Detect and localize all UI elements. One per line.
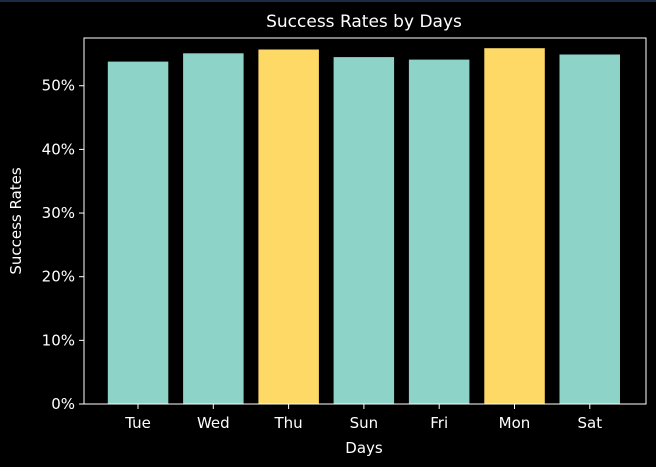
bar-tue bbox=[107, 61, 169, 404]
bar-wed bbox=[183, 53, 244, 405]
y-tick-label: 50% bbox=[42, 77, 75, 95]
y-tick-label: 20% bbox=[42, 268, 75, 286]
plot-frame bbox=[83, 37, 647, 405]
x-axis: Tue Wed Thu Sun Fri Mon Sat bbox=[124, 404, 602, 432]
window-top-border bbox=[0, 0, 656, 2]
y-tick-label: 30% bbox=[42, 204, 75, 222]
x-tick-label: Mon bbox=[499, 414, 531, 432]
y-tick-label: 0% bbox=[51, 395, 75, 413]
y-axis: 0% 10% 20% 30% 40% 50% bbox=[42, 77, 84, 413]
x-tick-label: Thu bbox=[274, 414, 303, 432]
bar-thu bbox=[258, 49, 319, 404]
y-tick-label: 40% bbox=[42, 140, 75, 158]
bar-sun bbox=[333, 57, 395, 404]
bar-fri bbox=[408, 59, 470, 404]
x-axis-label: Days bbox=[345, 439, 383, 457]
bar-mon bbox=[484, 48, 545, 404]
x-tick-label: Fri bbox=[430, 414, 448, 432]
y-tick-label: 10% bbox=[42, 331, 75, 349]
x-tick-label: Sat bbox=[577, 414, 602, 432]
bars-group bbox=[107, 48, 620, 405]
y-axis-label: Success Rates bbox=[7, 167, 25, 275]
x-tick-label: Wed bbox=[197, 414, 230, 432]
chart-title: Success Rates by Days bbox=[266, 12, 462, 32]
x-tick-label: Tue bbox=[124, 414, 151, 432]
bar-sat bbox=[559, 54, 620, 404]
x-tick-label: Sun bbox=[350, 414, 379, 432]
